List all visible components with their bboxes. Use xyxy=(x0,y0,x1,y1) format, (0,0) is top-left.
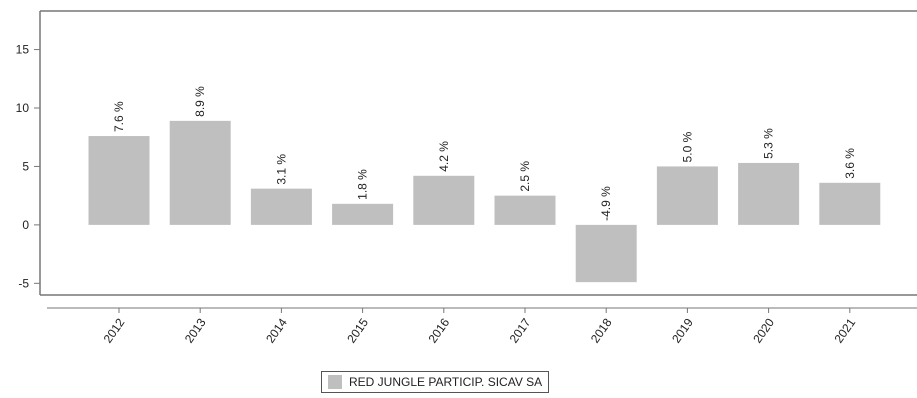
x-tick-label-2021: 2021 xyxy=(831,315,858,345)
x-tick-label-2018: 2018 xyxy=(588,315,615,345)
bar-value-label-2020: 5.3 % xyxy=(762,128,776,159)
bar-value-label-2015: 1.8 % xyxy=(356,169,370,200)
x-tick-labels-group: 2012 2013 2014 2015 2016 2017 2018 2019 2020 2021 xyxy=(101,315,859,345)
bar-2021 xyxy=(819,182,881,225)
legend-label: RED JUNGLE PARTICIP. SICAV SA xyxy=(349,375,543,389)
x-tick-label-2020: 2020 xyxy=(750,315,777,345)
bar-value-label-2013: 8.9 % xyxy=(193,86,207,117)
bar-value-label-2019: 5.0 % xyxy=(680,131,694,162)
bar-2013 xyxy=(169,120,231,225)
y-tick-label: 5 xyxy=(22,159,29,173)
x-axis xyxy=(47,307,917,313)
x-tick-label-2015: 2015 xyxy=(344,315,371,345)
y-tick-label: 0 xyxy=(22,218,29,232)
bar-2019 xyxy=(656,166,718,225)
bar-value-label-2016: 4.2 % xyxy=(437,141,451,172)
x-tick-label-2014: 2014 xyxy=(263,315,290,345)
bar-2018 xyxy=(575,224,637,283)
bar-value-label-2012: 7.6 % xyxy=(112,101,126,132)
x-tick-label-2013: 2013 xyxy=(182,315,209,345)
bar-2015 xyxy=(332,203,394,225)
x-tick-label-2016: 2016 xyxy=(425,315,452,345)
plot-frame xyxy=(39,10,917,296)
bar-value-label-2018: -4.9 % xyxy=(599,186,613,221)
bar-2014 xyxy=(250,188,312,225)
bars-group xyxy=(88,120,881,283)
bar-value-label-2014: 3.1 % xyxy=(274,154,288,185)
legend: RED JUNGLE PARTICIP. SICAV SA xyxy=(321,371,550,393)
legend-swatch xyxy=(328,375,342,389)
x-tick-label-2017: 2017 xyxy=(507,315,534,345)
y-tick-label: 10 xyxy=(16,101,30,115)
bar-2016 xyxy=(413,175,475,225)
bar-2012 xyxy=(88,136,150,225)
x-tick-label-2019: 2019 xyxy=(669,315,696,345)
x-tick-label-2012: 2012 xyxy=(101,315,128,345)
bar-2017 xyxy=(494,195,556,225)
bar-value-label-2021: 3.6 % xyxy=(843,148,857,179)
bar-labels-group: 7.6 % 8.9 % 3.1 % 1.8 % 4.2 % 2.5 % -4.9 % 5.0 … xyxy=(112,86,857,221)
y-tick-label: -5 xyxy=(18,276,29,290)
y-axis: -5 0 5 10 15 xyxy=(16,43,40,290)
bar-value-label-2017: 2.5 % xyxy=(518,161,532,192)
y-tick-label: 15 xyxy=(16,43,30,57)
bar-2020 xyxy=(738,162,800,225)
